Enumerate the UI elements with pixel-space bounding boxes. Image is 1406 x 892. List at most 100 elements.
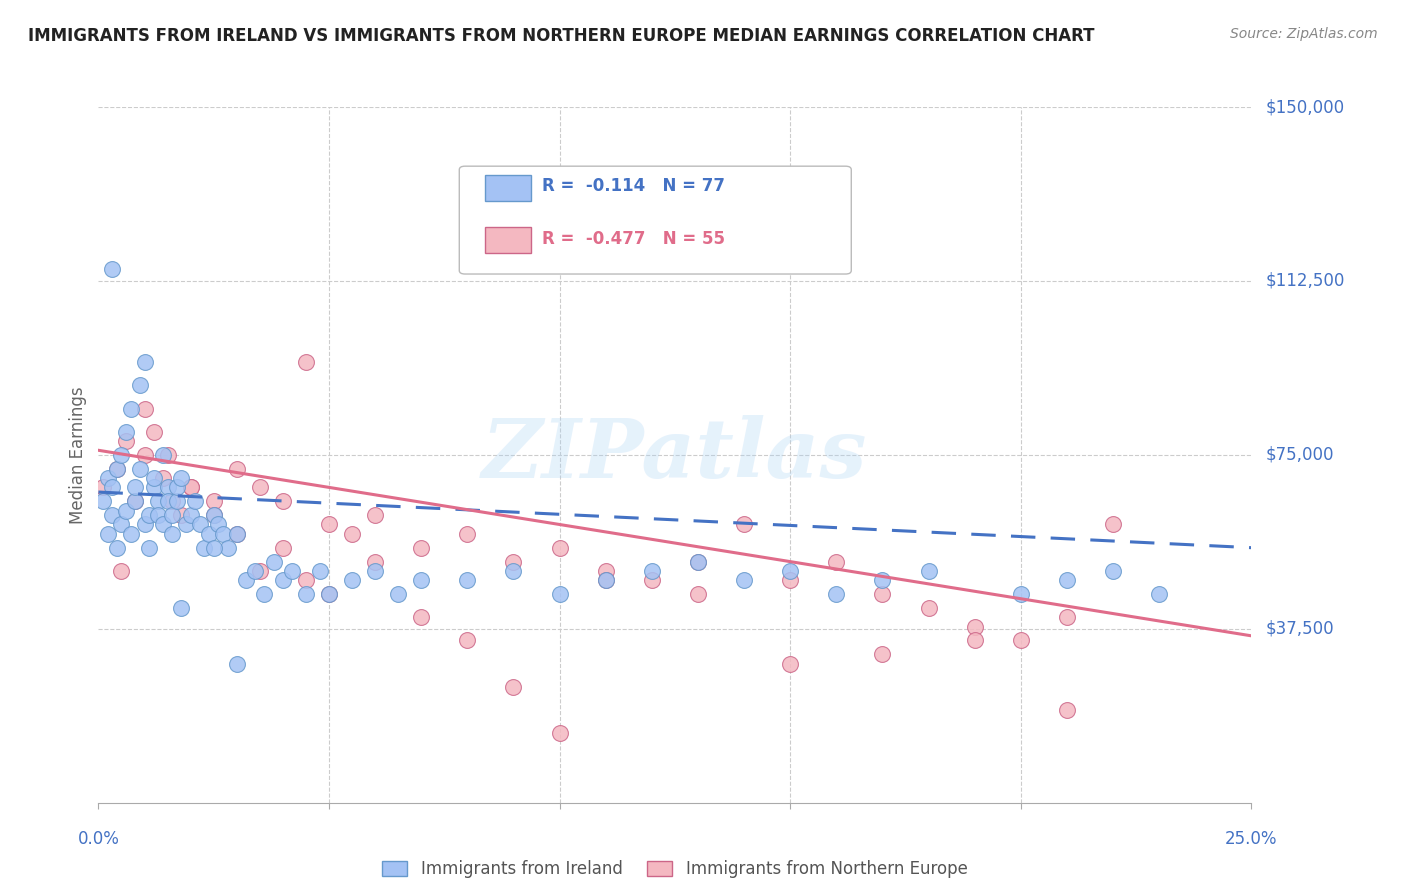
- Point: [225, 462, 247, 476]
- Point: [160, 508, 183, 523]
- Point: [184, 494, 207, 508]
- Point: [295, 587, 318, 601]
- Point: [110, 564, 132, 578]
- Point: [548, 541, 571, 555]
- Point: [129, 462, 152, 476]
- Point: [1147, 587, 1170, 601]
- Point: [124, 494, 146, 508]
- Point: [1102, 564, 1125, 578]
- Point: [1056, 703, 1078, 717]
- Point: [340, 526, 363, 541]
- Point: [105, 462, 128, 476]
- Text: $150,000: $150,000: [1265, 98, 1344, 116]
- Point: [148, 494, 170, 508]
- Y-axis label: Median Earnings: Median Earnings: [69, 386, 87, 524]
- Text: Source: ZipAtlas.com: Source: ZipAtlas.com: [1230, 27, 1378, 41]
- Point: [188, 517, 211, 532]
- Point: [281, 564, 304, 578]
- Point: [134, 401, 156, 416]
- Point: [202, 541, 225, 555]
- Text: 25.0%: 25.0%: [1225, 830, 1278, 847]
- Text: $112,500: $112,500: [1265, 272, 1344, 290]
- Point: [963, 619, 986, 633]
- Point: [180, 508, 202, 523]
- Bar: [485, 175, 531, 201]
- Point: [235, 573, 257, 587]
- Point: [779, 573, 801, 587]
- Point: [548, 726, 571, 740]
- Point: [295, 355, 318, 369]
- Point: [872, 573, 894, 587]
- Point: [364, 564, 387, 578]
- Text: $37,500: $37,500: [1265, 620, 1334, 638]
- Point: [120, 526, 142, 541]
- Point: [502, 680, 524, 694]
- Point: [456, 526, 478, 541]
- Point: [180, 480, 202, 494]
- Point: [318, 517, 340, 532]
- Point: [225, 657, 247, 671]
- Point: [225, 526, 247, 541]
- Point: [963, 633, 986, 648]
- Point: [1010, 587, 1032, 601]
- Point: [595, 573, 617, 587]
- Point: [872, 648, 894, 662]
- Point: [212, 526, 235, 541]
- Point: [387, 587, 409, 601]
- Point: [271, 541, 294, 555]
- Point: [825, 555, 848, 569]
- Point: [115, 425, 138, 439]
- Point: [249, 564, 271, 578]
- Point: [1056, 573, 1078, 587]
- Point: [101, 508, 124, 523]
- Point: [318, 587, 340, 601]
- Point: [193, 541, 215, 555]
- Point: [152, 471, 174, 485]
- Point: [825, 587, 848, 601]
- Point: [142, 480, 165, 494]
- Point: [97, 526, 120, 541]
- Point: [917, 564, 939, 578]
- Point: [548, 587, 571, 601]
- Point: [160, 526, 183, 541]
- Point: [318, 587, 340, 601]
- Point: [105, 541, 128, 555]
- Point: [1010, 633, 1032, 648]
- Text: IMMIGRANTS FROM IRELAND VS IMMIGRANTS FROM NORTHERN EUROPE MEDIAN EARNINGS CORRE: IMMIGRANTS FROM IRELAND VS IMMIGRANTS FR…: [28, 27, 1095, 45]
- Point: [129, 378, 152, 392]
- Point: [156, 448, 179, 462]
- Point: [411, 541, 433, 555]
- Point: [340, 573, 363, 587]
- Point: [170, 508, 193, 523]
- Point: [156, 494, 179, 508]
- Point: [595, 564, 617, 578]
- Point: [502, 555, 524, 569]
- Point: [170, 471, 193, 485]
- Point: [641, 564, 664, 578]
- Point: [124, 494, 146, 508]
- Point: [411, 573, 433, 587]
- Text: $75,000: $75,000: [1265, 446, 1334, 464]
- Point: [152, 448, 174, 462]
- Point: [156, 480, 179, 494]
- Point: [134, 517, 156, 532]
- Point: [97, 471, 120, 485]
- Point: [120, 401, 142, 416]
- Point: [142, 471, 165, 485]
- Point: [198, 526, 221, 541]
- Point: [160, 494, 183, 508]
- Point: [142, 425, 165, 439]
- Point: [124, 480, 146, 494]
- Point: [733, 517, 755, 532]
- Bar: [485, 227, 531, 253]
- Point: [91, 480, 114, 494]
- Point: [166, 480, 188, 494]
- Text: R =  -0.477   N = 55: R = -0.477 N = 55: [543, 230, 725, 248]
- Point: [1102, 517, 1125, 532]
- Text: 0.0%: 0.0%: [77, 830, 120, 847]
- Point: [138, 508, 160, 523]
- Point: [202, 508, 225, 523]
- Point: [245, 564, 267, 578]
- Point: [207, 517, 229, 532]
- Point: [263, 555, 285, 569]
